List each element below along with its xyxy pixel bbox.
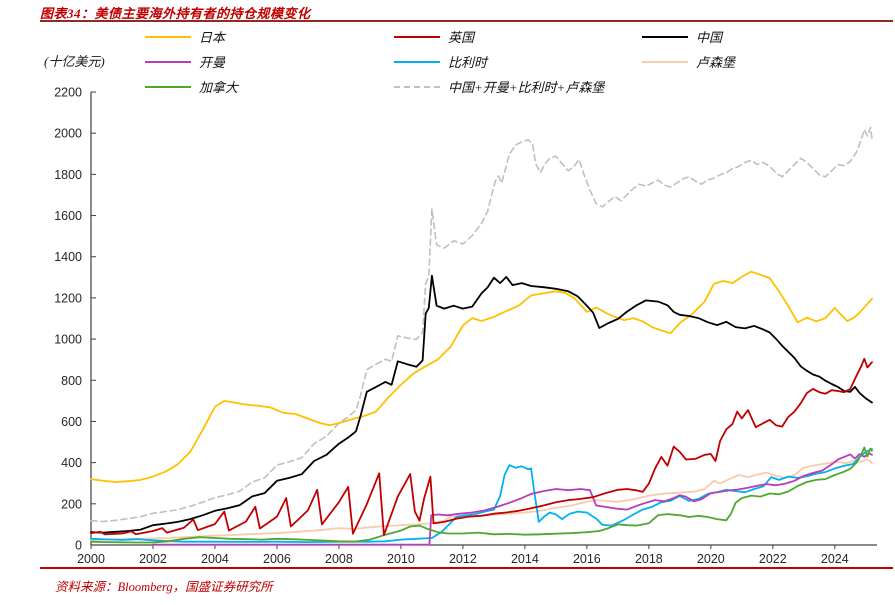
y-tick-label: 2200 — [54, 86, 82, 100]
chart-legend: 日本 英国 中国开曼 比利时 卢森堡加拿大 中国+开曼+比利时+卢森堡 — [145, 24, 894, 99]
legend-swatch-china — [642, 35, 688, 38]
legend-label-belgium: 比利时 — [448, 55, 488, 70]
x-tick-label: 2008 — [325, 552, 353, 566]
x-tick-label: 2024 — [821, 552, 849, 566]
y-tick-label: 1800 — [54, 168, 82, 182]
legend-label-luxembourg: 卢森堡 — [696, 55, 736, 70]
legend-swatch-canada — [145, 85, 191, 88]
y-tick-label: 1400 — [54, 250, 82, 264]
x-tick-label: 2002 — [139, 552, 167, 566]
chart-plot-area: 0 200 400 600 800 1000 1200 1400 1600 1800 2000 220… — [54, 86, 877, 566]
x-tick-label: 2022 — [759, 552, 787, 566]
legend-swatch-cayman — [145, 60, 191, 63]
x-tick-label: 2000 — [77, 552, 105, 566]
legend-label-china: 中国 — [696, 30, 723, 45]
legend-swatch-uk — [394, 35, 440, 38]
y-axis-unit-label: (十亿美元) — [44, 54, 105, 69]
legend-item-canada: 加拿大 — [145, 77, 394, 96]
series-line-japan — [90, 270, 873, 483]
legend-item-combo: 中国+开曼+比利时+卢森堡 — [394, 77, 642, 96]
title-divider — [40, 20, 893, 22]
legend-item-uk: 英国 — [394, 27, 642, 46]
x-tick-label: 2004 — [201, 552, 229, 566]
y-tick-label: 1200 — [54, 291, 82, 305]
legend-label-uk: 英国 — [448, 30, 475, 45]
legend-item-cayman: 开曼 — [145, 52, 394, 71]
legend-item-china: 中国 — [642, 27, 894, 46]
legend-item-luxembourg: 卢森堡 — [642, 52, 894, 71]
figure-title: 图表34：美债主要海外持有者的持仓规模变化 — [40, 6, 311, 21]
legend-swatch-belgium — [394, 60, 440, 63]
y-tick-label: 0 — [75, 539, 82, 553]
series-line-china — [90, 274, 873, 534]
legend-label-cayman: 开曼 — [199, 55, 226, 70]
series-line-canada — [90, 446, 873, 544]
x-tick-label: 2012 — [449, 552, 477, 566]
series-line-belgium — [90, 448, 873, 543]
x-tick-label: 2020 — [697, 552, 725, 566]
series-line-cayman — [152, 452, 873, 546]
y-tick-label: 800 — [61, 374, 82, 388]
y-tick-label: 1000 — [54, 333, 82, 347]
y-tick-label: 200 — [61, 497, 82, 511]
y-tick-label: 1600 — [54, 209, 82, 223]
x-tick-label: 2010 — [387, 552, 415, 566]
series-line-combo — [90, 126, 873, 523]
legend-swatch-japan — [145, 35, 191, 38]
x-tick-label: 2014 — [511, 552, 539, 566]
legend-item-belgium: 比利时 — [394, 52, 642, 71]
legend-label-combo: 中国+开曼+比利时+卢森堡 — [448, 80, 605, 95]
legend-label-japan: 日本 — [199, 30, 226, 45]
chart-svg: 0 200 400 600 800 1000 1200 1400 1600 1800 2000 220… — [54, 86, 877, 566]
series-line-uk — [90, 357, 873, 536]
legend-swatch-luxembourg — [642, 60, 688, 63]
legend-item-japan: 日本 — [145, 27, 394, 46]
y-tick-label: 400 — [61, 456, 82, 470]
legend-swatch-combo — [394, 85, 440, 88]
x-tick-label: 2018 — [635, 552, 663, 566]
y-tick-label: 2000 — [54, 127, 82, 141]
x-tick-label: 2006 — [263, 552, 291, 566]
legend-label-canada: 加拿大 — [199, 80, 239, 95]
figure-source: 资料来源：Bloomberg，国盛证券研究所 — [55, 580, 273, 594]
y-tick-label: 600 — [61, 415, 82, 429]
source-divider — [40, 567, 893, 569]
x-tick-label: 2016 — [573, 552, 601, 566]
